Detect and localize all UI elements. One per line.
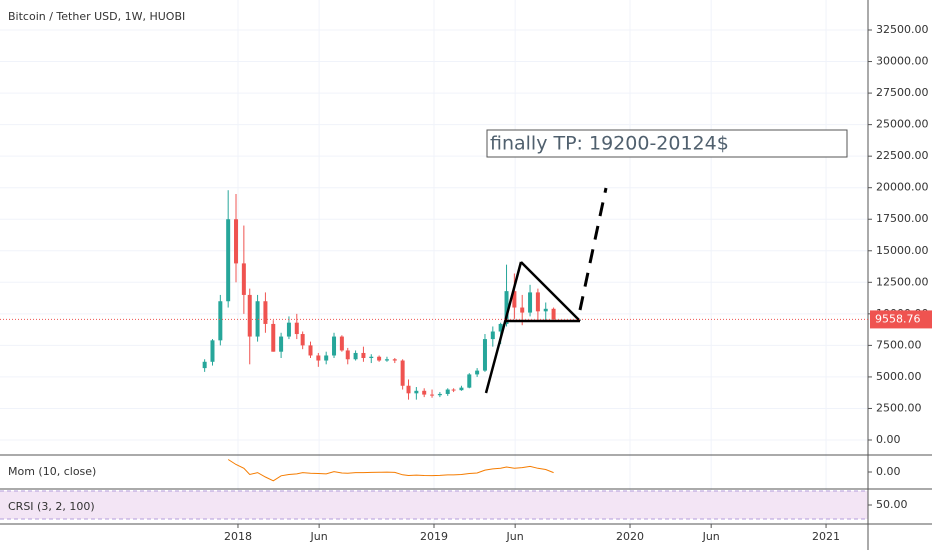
y-tick-label: 25000.00 [876,118,929,131]
candle-body [361,352,366,359]
candle-body [520,307,525,313]
y-tick-label: 32500.00 [876,23,929,36]
y-tick-label: 2500.00 [876,401,922,414]
y-tick-label: 15000.00 [876,244,929,257]
candle-body [255,301,260,337]
candle-body [339,336,344,351]
candle-body [504,291,509,324]
candle-body [512,291,517,308]
y-tick-label: 20000.00 [876,181,929,194]
indicator-name: CRSI (3, 2, 100) [8,500,95,513]
y-tick-label: 22500.00 [876,149,929,162]
candle-body [535,292,540,312]
y-tick-label: 12500.00 [876,275,929,288]
candle-body [286,322,291,337]
candle-body [234,219,239,264]
candle-body [345,350,350,360]
candle-body [498,323,503,332]
last-price-label: 9558.76 [875,312,921,325]
y-tick-label: 30000.00 [876,55,929,68]
x-tick-label: Jun [310,530,328,543]
candle-body [353,352,358,360]
candle-body [247,294,252,337]
candle-body [332,336,337,356]
x-tick-label: 2020 [616,530,644,543]
candle-body [218,301,223,341]
candle-body [451,389,456,391]
y-tick-label: 27500.00 [876,86,929,99]
projection-line [578,187,608,311]
candle-body [210,340,215,362]
candle-body [241,263,246,295]
annotation-box [486,129,848,158]
indicator-name: Mom (10, close) [8,465,96,478]
candle-body [437,393,442,396]
candle-body [294,322,299,335]
x-tick-label: Jun [702,530,720,543]
candle-body [384,359,389,361]
y-tick-label: 7500.00 [876,338,922,351]
y-tick-label: 0.00 [876,433,901,446]
marks [202,190,556,482]
y-tick-label: 17500.00 [876,212,929,225]
drawing-line [484,261,523,394]
candle-body [467,374,472,388]
candle-body [271,323,276,352]
y-tick-label: 50.00 [876,498,908,511]
x-tick-label: 2021 [812,530,840,543]
candle-body [377,356,382,361]
candle-body [459,387,464,391]
x-tick-label: 2018 [224,530,252,543]
candle-body [279,336,284,352]
candle-body [300,334,305,346]
candle-body [324,355,329,361]
candle-body [430,394,435,396]
candle-body [369,356,374,359]
crsi-band [0,491,868,519]
candle-body [202,361,207,369]
chart-title: Bitcoin / Tether USD, 1W, HUOBI [8,10,185,23]
y-tick-label: 5000.00 [876,370,922,383]
candle-body [543,308,548,312]
x-tick-label: 2019 [420,530,448,543]
candle-body [414,390,419,394]
candle-body [528,292,533,313]
candle-body [226,219,231,302]
candle-body [490,331,495,340]
candle-body [308,345,313,356]
annotation: finally TP: 19200-20124$ [490,133,729,155]
candle-body [400,360,405,386]
last-price-box [870,310,932,329]
grid [0,0,868,524]
candle-body [482,339,487,371]
x-tick-label: Jun [506,530,524,543]
y-tick-label: 0.00 [876,465,901,478]
candle-body [551,308,556,320]
candle-body [445,389,450,394]
candle-body [422,390,427,395]
candle-body [475,370,480,375]
candle-body [392,359,397,361]
indicator-line [227,459,554,482]
drawing-line [520,261,581,322]
candle-body [263,301,268,324]
candle-body [316,355,321,361]
candle-body [406,385,411,394]
